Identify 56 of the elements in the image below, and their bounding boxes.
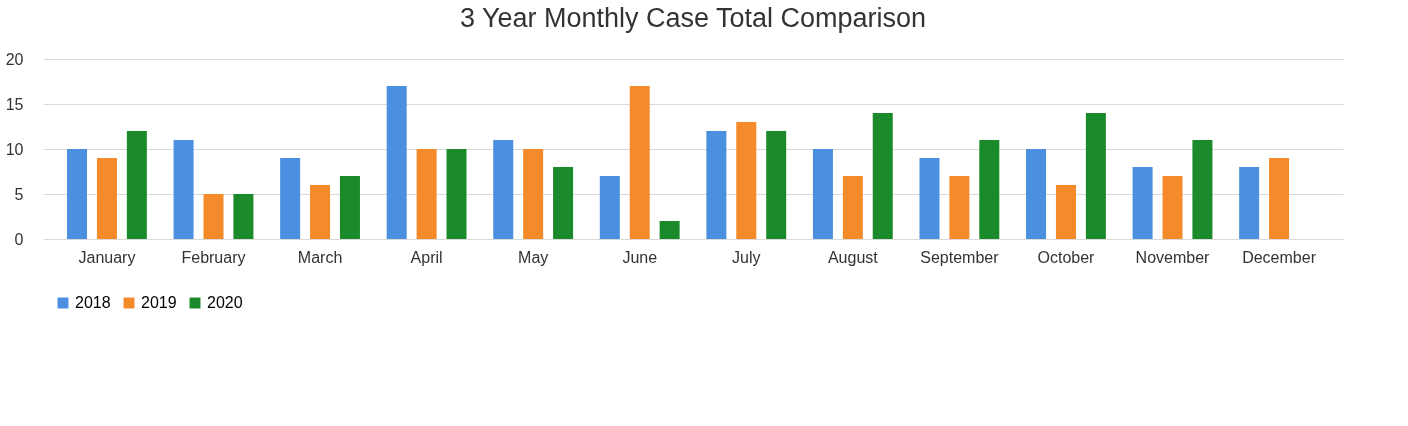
bar bbox=[1026, 149, 1047, 239]
bar bbox=[1162, 176, 1183, 239]
bar bbox=[949, 176, 970, 239]
bar bbox=[416, 149, 437, 239]
bar bbox=[919, 158, 940, 239]
x-tick-label: August bbox=[827, 248, 879, 266]
legend-label: 2019 bbox=[141, 294, 177, 311]
x-tick-label: February bbox=[181, 248, 246, 266]
x-tick-label: May bbox=[518, 248, 549, 266]
y-tick-label: 5 bbox=[14, 185, 24, 203]
y-tick-label: 15 bbox=[5, 95, 24, 113]
y-tick-label: 0 bbox=[14, 230, 24, 248]
x-tick-label: December bbox=[1242, 248, 1317, 266]
bar bbox=[1085, 113, 1106, 239]
bar bbox=[126, 131, 147, 239]
bar bbox=[1132, 167, 1153, 239]
bar bbox=[493, 140, 514, 239]
x-tick-label: June bbox=[622, 248, 658, 266]
x-tick-label: March bbox=[297, 248, 343, 266]
bar bbox=[706, 131, 727, 239]
bar bbox=[1269, 158, 1290, 239]
bar bbox=[766, 131, 787, 239]
bar bbox=[310, 185, 331, 239]
x-tick-label: October bbox=[1037, 248, 1096, 266]
bar bbox=[979, 140, 1000, 239]
bar bbox=[659, 221, 680, 239]
bar bbox=[553, 167, 574, 239]
bar bbox=[173, 140, 194, 239]
bar bbox=[280, 158, 301, 239]
bar bbox=[599, 176, 620, 239]
bar bbox=[872, 113, 893, 239]
bar bbox=[812, 149, 833, 239]
x-tick-label: July bbox=[732, 248, 761, 266]
bar bbox=[386, 86, 407, 239]
x-tick-label: April bbox=[410, 248, 443, 266]
bar bbox=[96, 158, 117, 239]
bar bbox=[67, 149, 88, 239]
bar bbox=[446, 149, 467, 239]
bar bbox=[1192, 140, 1213, 239]
y-tick-label: 20 bbox=[5, 50, 24, 68]
bar bbox=[523, 149, 544, 239]
bar bbox=[339, 176, 360, 239]
chart-title: 3 Year Monthly Case Total Comparison bbox=[459, 3, 927, 33]
x-tick-label: January bbox=[78, 248, 136, 266]
bar bbox=[233, 194, 254, 239]
x-tick-label: November bbox=[1135, 248, 1211, 266]
bar bbox=[1055, 185, 1076, 239]
legend-label: 2020 bbox=[207, 294, 243, 311]
bar bbox=[1239, 167, 1260, 239]
bar bbox=[203, 194, 224, 239]
legend-label: 2018 bbox=[75, 294, 111, 311]
bar bbox=[842, 176, 863, 239]
y-tick-label: 10 bbox=[5, 140, 24, 158]
bar bbox=[736, 122, 757, 239]
bar bbox=[629, 86, 650, 239]
x-tick-label: September bbox=[920, 248, 1000, 266]
